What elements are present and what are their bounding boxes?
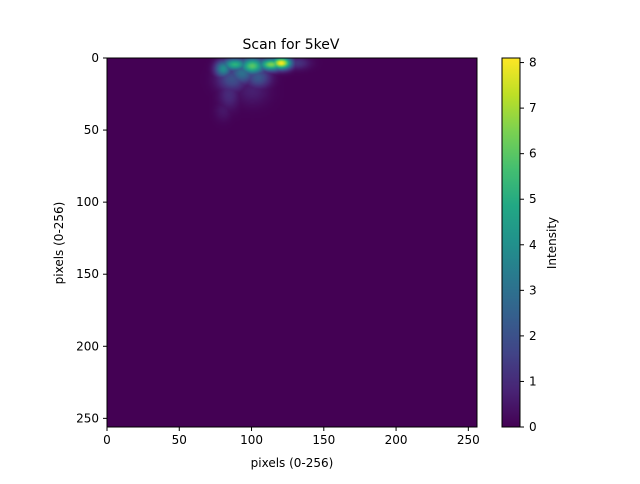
y-tick-label: 50 (84, 123, 99, 137)
x-tick-label: 250 (457, 433, 480, 447)
heatmap-image (107, 58, 477, 427)
colorbar-tick-label: 0 (529, 420, 537, 434)
colorbar-tick-label: 7 (529, 101, 537, 115)
y-axis-label: pixels (0-256) (52, 202, 66, 285)
colorbar-label: Intensity (545, 217, 559, 269)
y-tick-label: 250 (76, 411, 99, 425)
x-tick-label: 0 (103, 433, 111, 447)
colorbar-tick-label: 6 (529, 147, 537, 161)
plot-frame (106, 57, 478, 428)
colorbar-tick-label: 5 (529, 192, 537, 206)
x-axis-ticks: 0 50 100 150 200 250 (103, 427, 480, 447)
x-tick-label: 150 (312, 433, 335, 447)
x-axis-label: pixels (0-256) (251, 456, 334, 470)
colorbar-ticks: 0 1 2 3 4 5 6 7 8 (520, 56, 537, 434)
x-tick-label: 50 (172, 433, 187, 447)
colorbar-tick-label: 4 (529, 238, 537, 252)
colorbar-tick-label: 2 (529, 329, 537, 343)
chart-title: Scan for 5keV (243, 37, 340, 53)
y-tick-label: 200 (76, 339, 99, 353)
y-axis-ticks: 0 50 100 150 200 250 (76, 51, 107, 425)
y-tick-label: 0 (91, 51, 99, 65)
y-tick-label: 100 (76, 195, 99, 209)
colorbar-tick-label: 3 (529, 283, 537, 297)
y-tick-label: 150 (76, 267, 99, 281)
x-tick-label: 100 (240, 433, 263, 447)
colorbar-tick-label: 8 (529, 56, 537, 70)
colorbar (501, 57, 521, 428)
x-tick-label: 200 (385, 433, 408, 447)
colorbar-tick-label: 1 (529, 374, 537, 388)
